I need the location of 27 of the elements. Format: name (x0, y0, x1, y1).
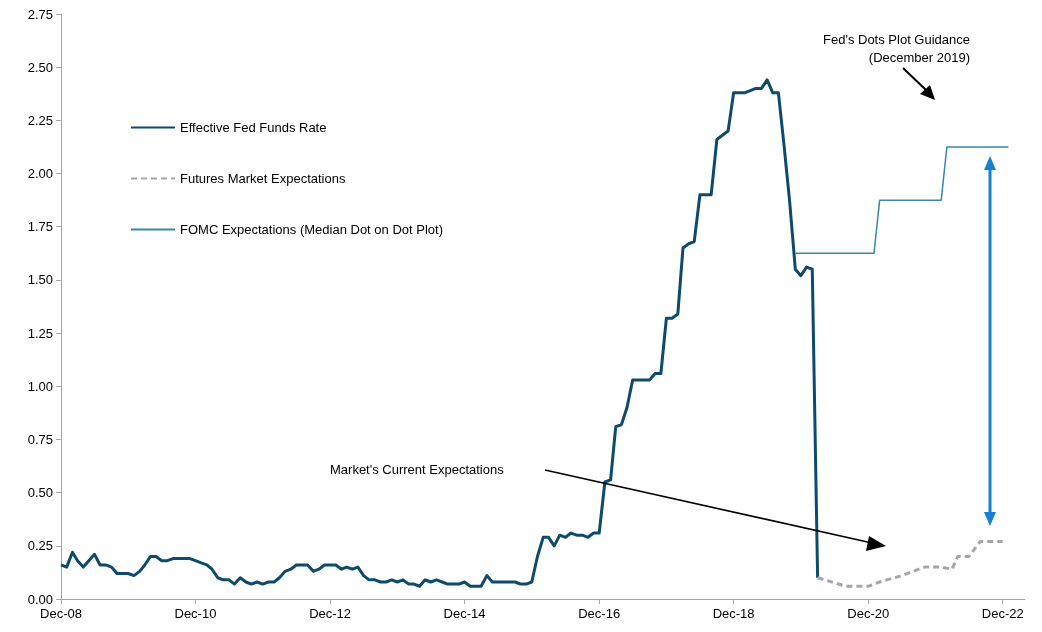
y-tick-label: 1.75 (27, 219, 53, 235)
annotation: Market's Current Expectations (330, 461, 505, 477)
x-tick-label: Dec-14 (443, 606, 486, 621)
x-tick-label: Dec-18 (712, 606, 755, 621)
x-tick-label: Dec-20 (847, 606, 890, 621)
y-tick-label: 2.75 (27, 6, 53, 22)
line-series (59, 78, 820, 588)
y-tick-label: 1.25 (27, 325, 53, 341)
y-tick-label: 1.00 (27, 378, 53, 394)
legend-label: FOMC Expectations (Median Dot on Dot Plot) (180, 222, 443, 237)
x-tick-label: Dec-08 (40, 606, 82, 621)
legend-label: Effective Fed Funds Rate (180, 120, 327, 135)
legend-label: Futures Market Expectations (180, 171, 346, 186)
y-tick-label: 0.25 (27, 538, 53, 554)
line-series (816, 540, 1005, 588)
y-tick-label: 2.00 (27, 166, 53, 182)
y-tick-label: 2.50 (27, 59, 53, 75)
x-tick-label: Dec-22 (981, 606, 1024, 621)
x-tick-label: Dec-12 (309, 606, 352, 621)
x-tick-label: Dec-10 (174, 606, 217, 621)
annotation: Fed's Dots Plot Guidance (December 2019) (823, 31, 970, 65)
y-tick-label: 0.00 (27, 591, 53, 607)
y-tick-label: 2.25 (27, 112, 53, 128)
y-tick-label: 0.50 (27, 485, 53, 501)
y-tick-label: 0.75 (27, 431, 53, 447)
x-tick-label: Dec-16 (578, 606, 621, 621)
y-tick-label: 1.50 (27, 272, 53, 288)
